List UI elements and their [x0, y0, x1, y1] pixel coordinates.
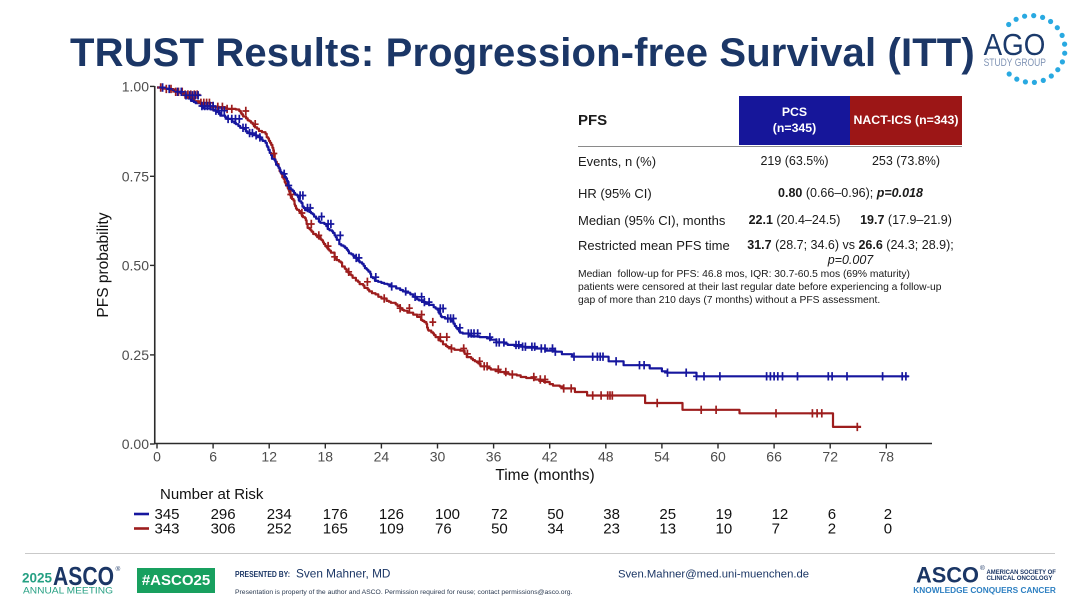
svg-text:CLINICAL ONCOLOGY: CLINICAL ONCOLOGY: [987, 575, 1054, 582]
svg-text:252: 252: [267, 521, 292, 538]
svg-text:100: 100: [435, 506, 460, 523]
svg-text:48: 48: [598, 449, 614, 465]
svg-text:0.25: 0.25: [122, 347, 149, 363]
svg-text:36: 36: [486, 449, 502, 465]
svg-text:12: 12: [772, 506, 789, 523]
svg-text:343: 343: [155, 521, 180, 538]
svg-text:54: 54: [654, 449, 670, 465]
svg-text:19: 19: [716, 506, 733, 523]
svg-text:PFS probability: PFS probability: [95, 212, 112, 317]
svg-text:176: 176: [323, 506, 348, 523]
svg-text:7: 7: [772, 521, 780, 538]
svg-text:42: 42: [542, 449, 558, 465]
svg-text:6: 6: [209, 449, 217, 465]
svg-text:ANNUAL MEETING: ANNUAL MEETING: [23, 585, 113, 596]
svg-text:296: 296: [211, 506, 236, 523]
svg-text:10: 10: [716, 521, 733, 538]
svg-text:30: 30: [430, 449, 446, 465]
svg-text:6: 6: [828, 506, 836, 523]
svg-text:Presentation is property of th: Presentation is property of the author a…: [235, 589, 573, 596]
svg-text:AMERICAN SOCIETY OF: AMERICAN SOCIETY OF: [987, 569, 1056, 576]
svg-text:72: 72: [822, 449, 838, 465]
svg-text:165: 165: [323, 521, 348, 538]
svg-text:0.50: 0.50: [122, 257, 149, 273]
svg-text:®: ®: [116, 565, 121, 573]
svg-text:306: 306: [211, 521, 236, 538]
svg-text:0.00: 0.00: [122, 436, 149, 452]
svg-text:38: 38: [603, 506, 620, 523]
svg-text:76: 76: [435, 521, 452, 538]
svg-text:78: 78: [879, 449, 895, 465]
svg-text:109: 109: [379, 521, 404, 538]
svg-text:2: 2: [828, 521, 836, 538]
svg-text:ASCO: ASCO: [916, 562, 979, 587]
svg-text:Number at Risk: Number at Risk: [160, 486, 264, 503]
svg-text:50: 50: [547, 506, 564, 523]
svg-text:®: ®: [980, 564, 985, 572]
svg-text:13: 13: [659, 521, 676, 538]
svg-text:126: 126: [379, 506, 404, 523]
svg-text:PRESENTED BY:: PRESENTED BY:: [235, 570, 290, 579]
svg-text:0: 0: [884, 521, 892, 538]
svg-text:50: 50: [491, 521, 508, 538]
svg-text:Time (months): Time (months): [495, 467, 594, 484]
svg-text:2: 2: [884, 506, 892, 523]
svg-text:34: 34: [547, 521, 564, 538]
svg-text:0: 0: [153, 449, 161, 465]
svg-text:Sven Mahner, MD: Sven Mahner, MD: [296, 567, 390, 581]
svg-text:66: 66: [766, 449, 782, 465]
svg-text:12: 12: [261, 449, 277, 465]
svg-text:STUDY GROUP: STUDY GROUP: [984, 57, 1046, 69]
svg-text:2025: 2025: [22, 571, 53, 586]
svg-text:72: 72: [491, 506, 508, 523]
svg-text:60: 60: [710, 449, 726, 465]
svg-text:24: 24: [374, 449, 390, 465]
svg-text:1.00: 1.00: [122, 78, 149, 94]
svg-text:234: 234: [267, 506, 292, 523]
svg-text:0.75: 0.75: [122, 168, 149, 184]
svg-text:25: 25: [659, 506, 676, 523]
svg-text:ASCO: ASCO: [53, 563, 114, 591]
svg-text:Sven.Mahner@med.uni-muenchen.d: Sven.Mahner@med.uni-muenchen.de: [618, 569, 809, 581]
svg-text:AGO: AGO: [984, 28, 1046, 62]
svg-text:18: 18: [318, 449, 334, 465]
svg-text:KNOWLEDGE CONQUERS CANCER: KNOWLEDGE CONQUERS CANCER: [913, 585, 1056, 595]
svg-text:345: 345: [155, 506, 180, 523]
svg-text:23: 23: [603, 521, 620, 538]
